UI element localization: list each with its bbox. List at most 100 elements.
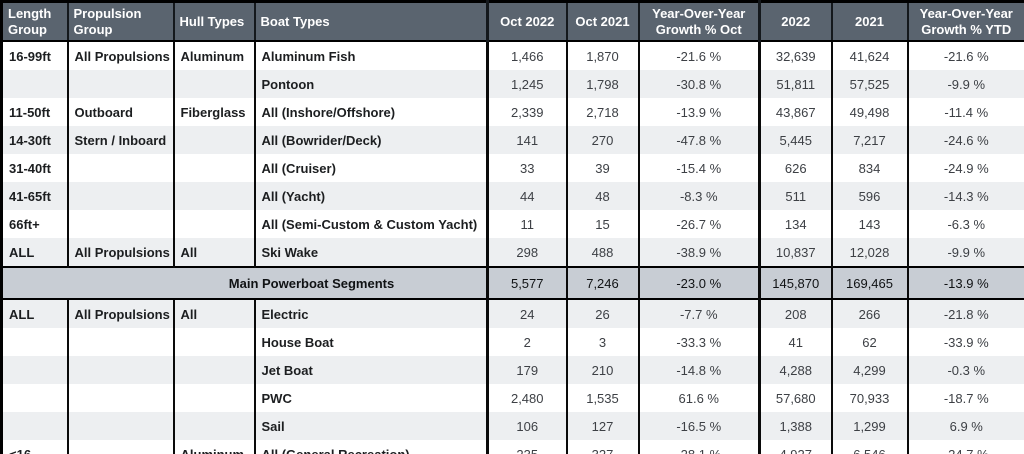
value-cell: 626 — [758, 154, 832, 182]
table-header-row: Length Group Propulsion Group Hull Types Bo… — [0, 1, 1024, 42]
summary-row: Main Powerboat Segments 5,577 7,246 -23.0 %… — [1, 266, 1024, 300]
table-row: 41-65ft All (Yacht) 44 48 -8.3 % 511 596 -14.3 … — [0, 182, 1024, 210]
value-cell: 5,445 — [758, 126, 832, 154]
column-header: Oct 2021 — [565, 1, 639, 42]
value-cell: 235 — [486, 440, 567, 454]
column-header: 2022 — [758, 1, 832, 42]
row-label-cell: Pontoon — [253, 70, 488, 98]
row-label-cell: All Propulsions — [66, 238, 174, 267]
value-cell: 511 — [758, 182, 832, 210]
value-cell: -28.1 % — [637, 440, 760, 454]
summary-value-cell: -13.9 % — [906, 266, 1024, 300]
value-cell: 41,624 — [830, 41, 908, 70]
row-label-cell: Fiberglass — [172, 98, 255, 126]
value-cell: 44 — [486, 182, 567, 210]
row-label-cell — [66, 412, 174, 440]
value-cell: 33 — [486, 154, 567, 182]
value-cell: 127 — [565, 412, 639, 440]
value-cell: -24.7 % — [906, 440, 1024, 454]
value-cell: -8.3 % — [637, 182, 760, 210]
table-row: 31-40ft All (Cruiser) 33 39 -15.4 % 626 834 -24… — [0, 154, 1024, 182]
column-header: Propulsion Group — [66, 1, 174, 42]
row-label-cell: All (Cruiser) — [253, 154, 488, 182]
value-cell: -33.3 % — [637, 328, 760, 356]
value-cell: -14.3 % — [906, 182, 1024, 210]
value-cell: 179 — [486, 356, 567, 384]
row-label-cell — [66, 70, 174, 98]
row-label-cell: PWC — [253, 384, 488, 412]
value-cell: 70,933 — [830, 384, 908, 412]
row-label-cell: <16 — [0, 440, 68, 454]
row-label-cell — [172, 384, 255, 412]
row-label-cell — [172, 210, 255, 238]
value-cell: 4,288 — [758, 356, 832, 384]
value-cell: 7,217 — [830, 126, 908, 154]
value-cell: 15 — [565, 210, 639, 238]
column-header: Length Group — [0, 1, 68, 42]
row-label-cell: 41-65ft — [0, 182, 68, 210]
value-cell: -16.5 % — [637, 412, 760, 440]
row-label-cell — [0, 412, 68, 440]
row-label-cell: All — [172, 299, 255, 328]
value-cell: 3 — [565, 328, 639, 356]
value-cell: 270 — [565, 126, 639, 154]
table-row: 11-50ft Outboard Fiberglass All (Inshore/Of… — [0, 98, 1024, 126]
value-cell: 1,299 — [830, 412, 908, 440]
value-cell: -7.7 % — [637, 299, 760, 328]
column-header: Hull Types — [172, 1, 255, 42]
value-cell: -9.9 % — [906, 70, 1024, 98]
value-cell: 596 — [830, 182, 908, 210]
value-cell: -6.3 % — [906, 210, 1024, 238]
value-cell: 2,339 — [486, 98, 567, 126]
summary-value-cell: 5,577 — [486, 266, 567, 300]
row-label-cell — [172, 154, 255, 182]
column-header: Year-Over-Year Growth % YTD — [906, 1, 1024, 42]
value-cell: 143 — [830, 210, 908, 238]
row-label-cell: All (Semi-Custom & Custom Yacht) — [253, 210, 488, 238]
row-label-cell — [0, 70, 68, 98]
value-cell: -9.9 % — [906, 238, 1024, 267]
row-label-cell: 16-99ft — [0, 41, 68, 70]
row-label-cell: All (Inshore/Offshore) — [253, 98, 488, 126]
value-cell: 1,466 — [486, 41, 567, 70]
row-label-cell — [66, 384, 174, 412]
value-cell: 57,680 — [758, 384, 832, 412]
value-cell: 48 — [565, 182, 639, 210]
table-row: <16 Aluminum All (General Recreation) 235 32… — [0, 440, 1024, 454]
row-label-cell: 14-30ft — [0, 126, 68, 154]
row-label-cell — [66, 182, 174, 210]
value-cell: 6,546 — [830, 440, 908, 454]
value-cell: 834 — [830, 154, 908, 182]
row-label-cell: Outboard — [66, 98, 174, 126]
summary-value-cell: 169,465 — [830, 266, 908, 300]
table-row: PWC 2,480 1,535 61.6 % 57,680 70,933 -18.7 % — [0, 384, 1024, 412]
value-cell: 49,498 — [830, 98, 908, 126]
value-cell: 106 — [486, 412, 567, 440]
value-cell: -24.6 % — [906, 126, 1024, 154]
row-label-cell: Aluminum Fish — [253, 41, 488, 70]
value-cell: 12,028 — [830, 238, 908, 267]
row-label-cell — [172, 70, 255, 98]
row-label-cell: 11-50ft — [0, 98, 68, 126]
value-cell: -21.8 % — [906, 299, 1024, 328]
value-cell: 24 — [486, 299, 567, 328]
summary-value-cell: -23.0 % — [637, 266, 760, 300]
value-cell: 43,867 — [758, 98, 832, 126]
table-body: 16-99ft All Propulsions Aluminum Aluminum F… — [0, 41, 1024, 454]
value-cell: 210 — [565, 356, 639, 384]
row-label-cell: All Propulsions — [66, 299, 174, 328]
value-cell: 10,837 — [758, 238, 832, 267]
value-cell: 61.6 % — [637, 384, 760, 412]
value-cell: -21.6 % — [637, 41, 760, 70]
value-cell: -18.7 % — [906, 384, 1024, 412]
value-cell: 2 — [486, 328, 567, 356]
row-label-cell: Jet Boat — [253, 356, 488, 384]
table-row: House Boat 2 3 -33.3 % 41 62 -33.9 % — [0, 328, 1024, 356]
row-label-cell — [66, 356, 174, 384]
row-label-cell — [66, 210, 174, 238]
value-cell: 1,535 — [565, 384, 639, 412]
row-label-cell: Aluminum — [172, 440, 255, 454]
table-row: 16-99ft All Propulsions Aluminum Aluminum F… — [0, 41, 1024, 70]
row-label-cell: ALL — [0, 299, 68, 328]
